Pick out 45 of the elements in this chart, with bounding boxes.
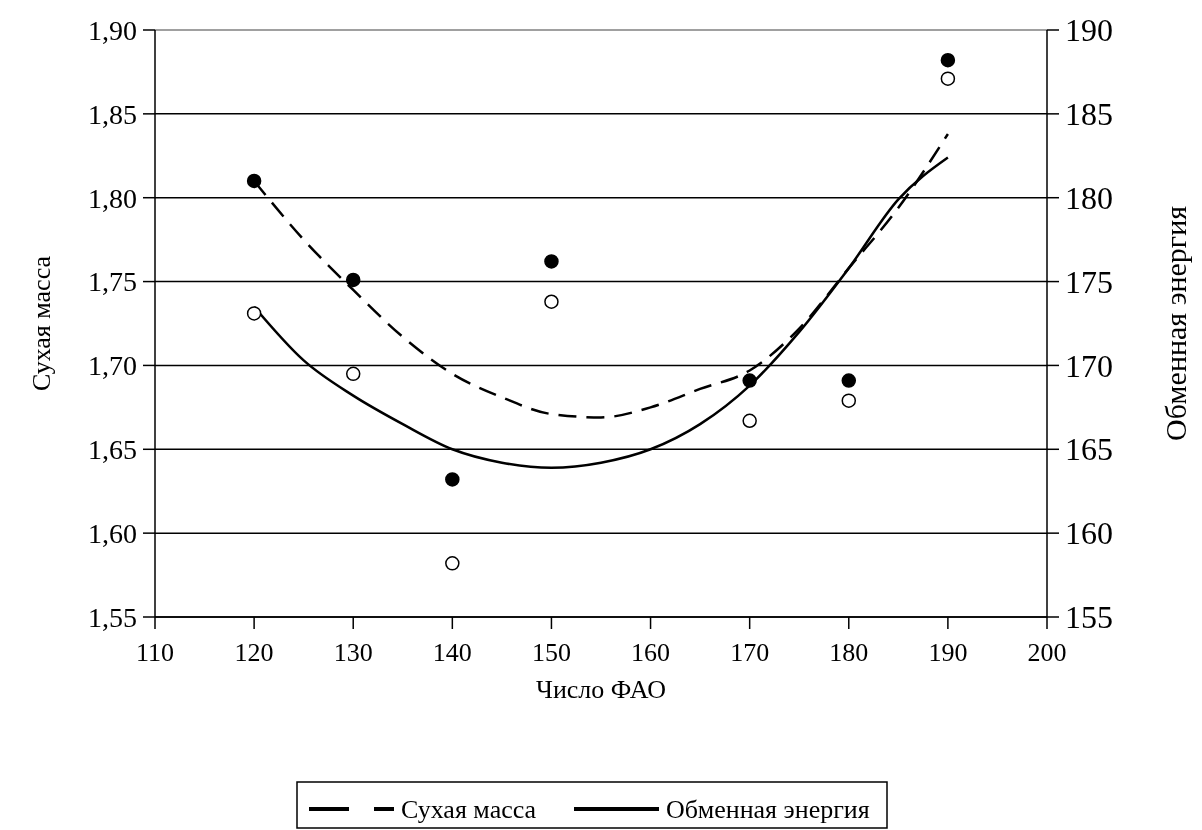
- legend-label: Сухая масса: [401, 795, 537, 825]
- x-tick-label: 200: [1027, 638, 1067, 668]
- point: [841, 373, 857, 388]
- y-tick-label: 1,65: [88, 434, 137, 466]
- point: [246, 306, 262, 321]
- x-tick-label: 120: [234, 638, 274, 668]
- y-tick-label: 1,55: [88, 601, 137, 633]
- point: [246, 173, 262, 189]
- point: [544, 294, 559, 309]
- point: [841, 393, 857, 408]
- y2-tick-label: 180: [1065, 179, 1113, 216]
- y2-tick-label: 165: [1065, 431, 1113, 468]
- y2-tick-label: 175: [1065, 263, 1113, 300]
- y-axis-title: Сухая масса: [27, 255, 56, 392]
- x-tick-label: 110: [135, 638, 175, 668]
- point: [742, 413, 757, 429]
- point: [742, 373, 757, 388]
- point: [445, 472, 460, 487]
- x-tick-label: 170: [730, 638, 770, 668]
- point: [940, 71, 956, 86]
- point: [544, 254, 559, 269]
- x-tick-label: 140: [432, 638, 472, 668]
- y-tick-label: 1,90: [88, 14, 137, 46]
- y-tick-label: 1,75: [88, 266, 137, 298]
- x-tick-label: 180: [829, 638, 869, 668]
- point: [345, 272, 361, 288]
- x-tick-label: 160: [631, 638, 671, 668]
- x-tick-label: 190: [928, 638, 968, 668]
- y-tick-label: 1,60: [88, 517, 137, 549]
- point: [445, 556, 460, 571]
- y2-tick-label: 160: [1065, 515, 1113, 552]
- x-axis-title: Число ФАО: [536, 675, 666, 704]
- y-tick-label: 1,70: [88, 350, 137, 382]
- y2-tick-label: 190: [1065, 12, 1113, 49]
- x-tick-label: 130: [333, 638, 373, 668]
- point: [345, 366, 361, 382]
- y2-tick-label: 170: [1065, 347, 1113, 384]
- y2-axis-title: Обменная энергия: [1158, 205, 1192, 442]
- legend-label: Обменная энергия: [666, 795, 870, 825]
- y2-tick-label: 155: [1065, 599, 1113, 636]
- x-tick-label: 150: [531, 638, 571, 668]
- y2-tick-label: 185: [1065, 96, 1113, 133]
- y-tick-label: 1,85: [88, 98, 137, 130]
- point: [940, 52, 956, 68]
- y-tick-label: 1,80: [88, 182, 137, 214]
